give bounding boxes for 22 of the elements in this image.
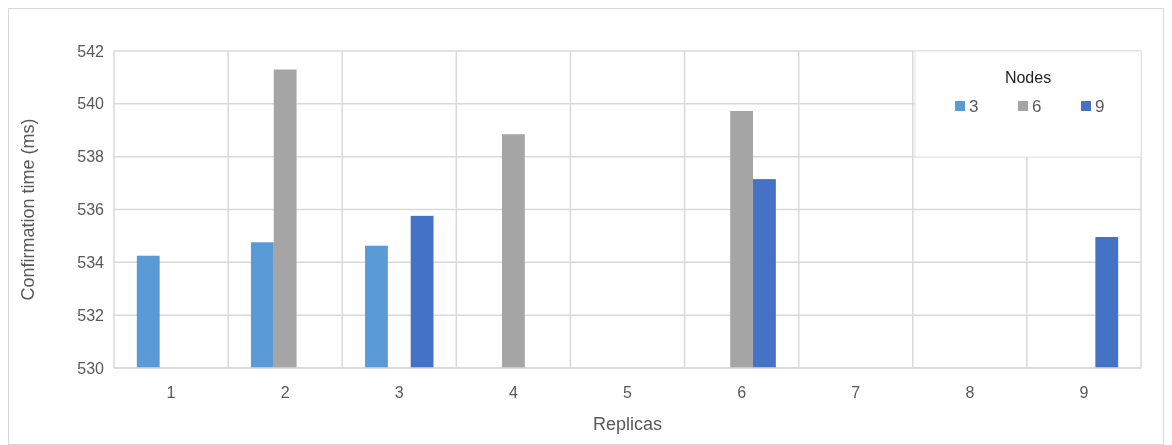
y-tick-label: 530 bbox=[77, 359, 105, 377]
y-tick-label: 538 bbox=[77, 148, 105, 166]
y-axis-title: Confirmation time (ms) bbox=[18, 118, 38, 301]
x-tick-label: 6 bbox=[737, 384, 747, 401]
y-tick-label: 542 bbox=[77, 42, 105, 60]
x-axis-title: Replicas bbox=[592, 414, 663, 434]
x-tick-label: 8 bbox=[965, 384, 975, 401]
y-tick-label: 532 bbox=[77, 306, 105, 324]
x-tick-label: 5 bbox=[623, 384, 633, 401]
y-tick-label: 540 bbox=[77, 95, 105, 113]
x-tick-label: 4 bbox=[508, 384, 518, 401]
legend-label: 6 bbox=[1032, 97, 1042, 116]
x-tick-label: 2 bbox=[280, 384, 290, 401]
legend-label: 9 bbox=[1095, 97, 1105, 116]
x-tick-label: 3 bbox=[394, 384, 404, 401]
legend-label: 3 bbox=[969, 97, 979, 116]
legend-title: Nodes bbox=[1004, 69, 1052, 86]
x-tick-label: 9 bbox=[1079, 384, 1089, 401]
x-tick-label: 7 bbox=[851, 384, 861, 401]
y-tick-label: 536 bbox=[77, 201, 105, 219]
y-tick-label: 534 bbox=[77, 253, 105, 271]
x-tick-label: 1 bbox=[166, 384, 176, 401]
